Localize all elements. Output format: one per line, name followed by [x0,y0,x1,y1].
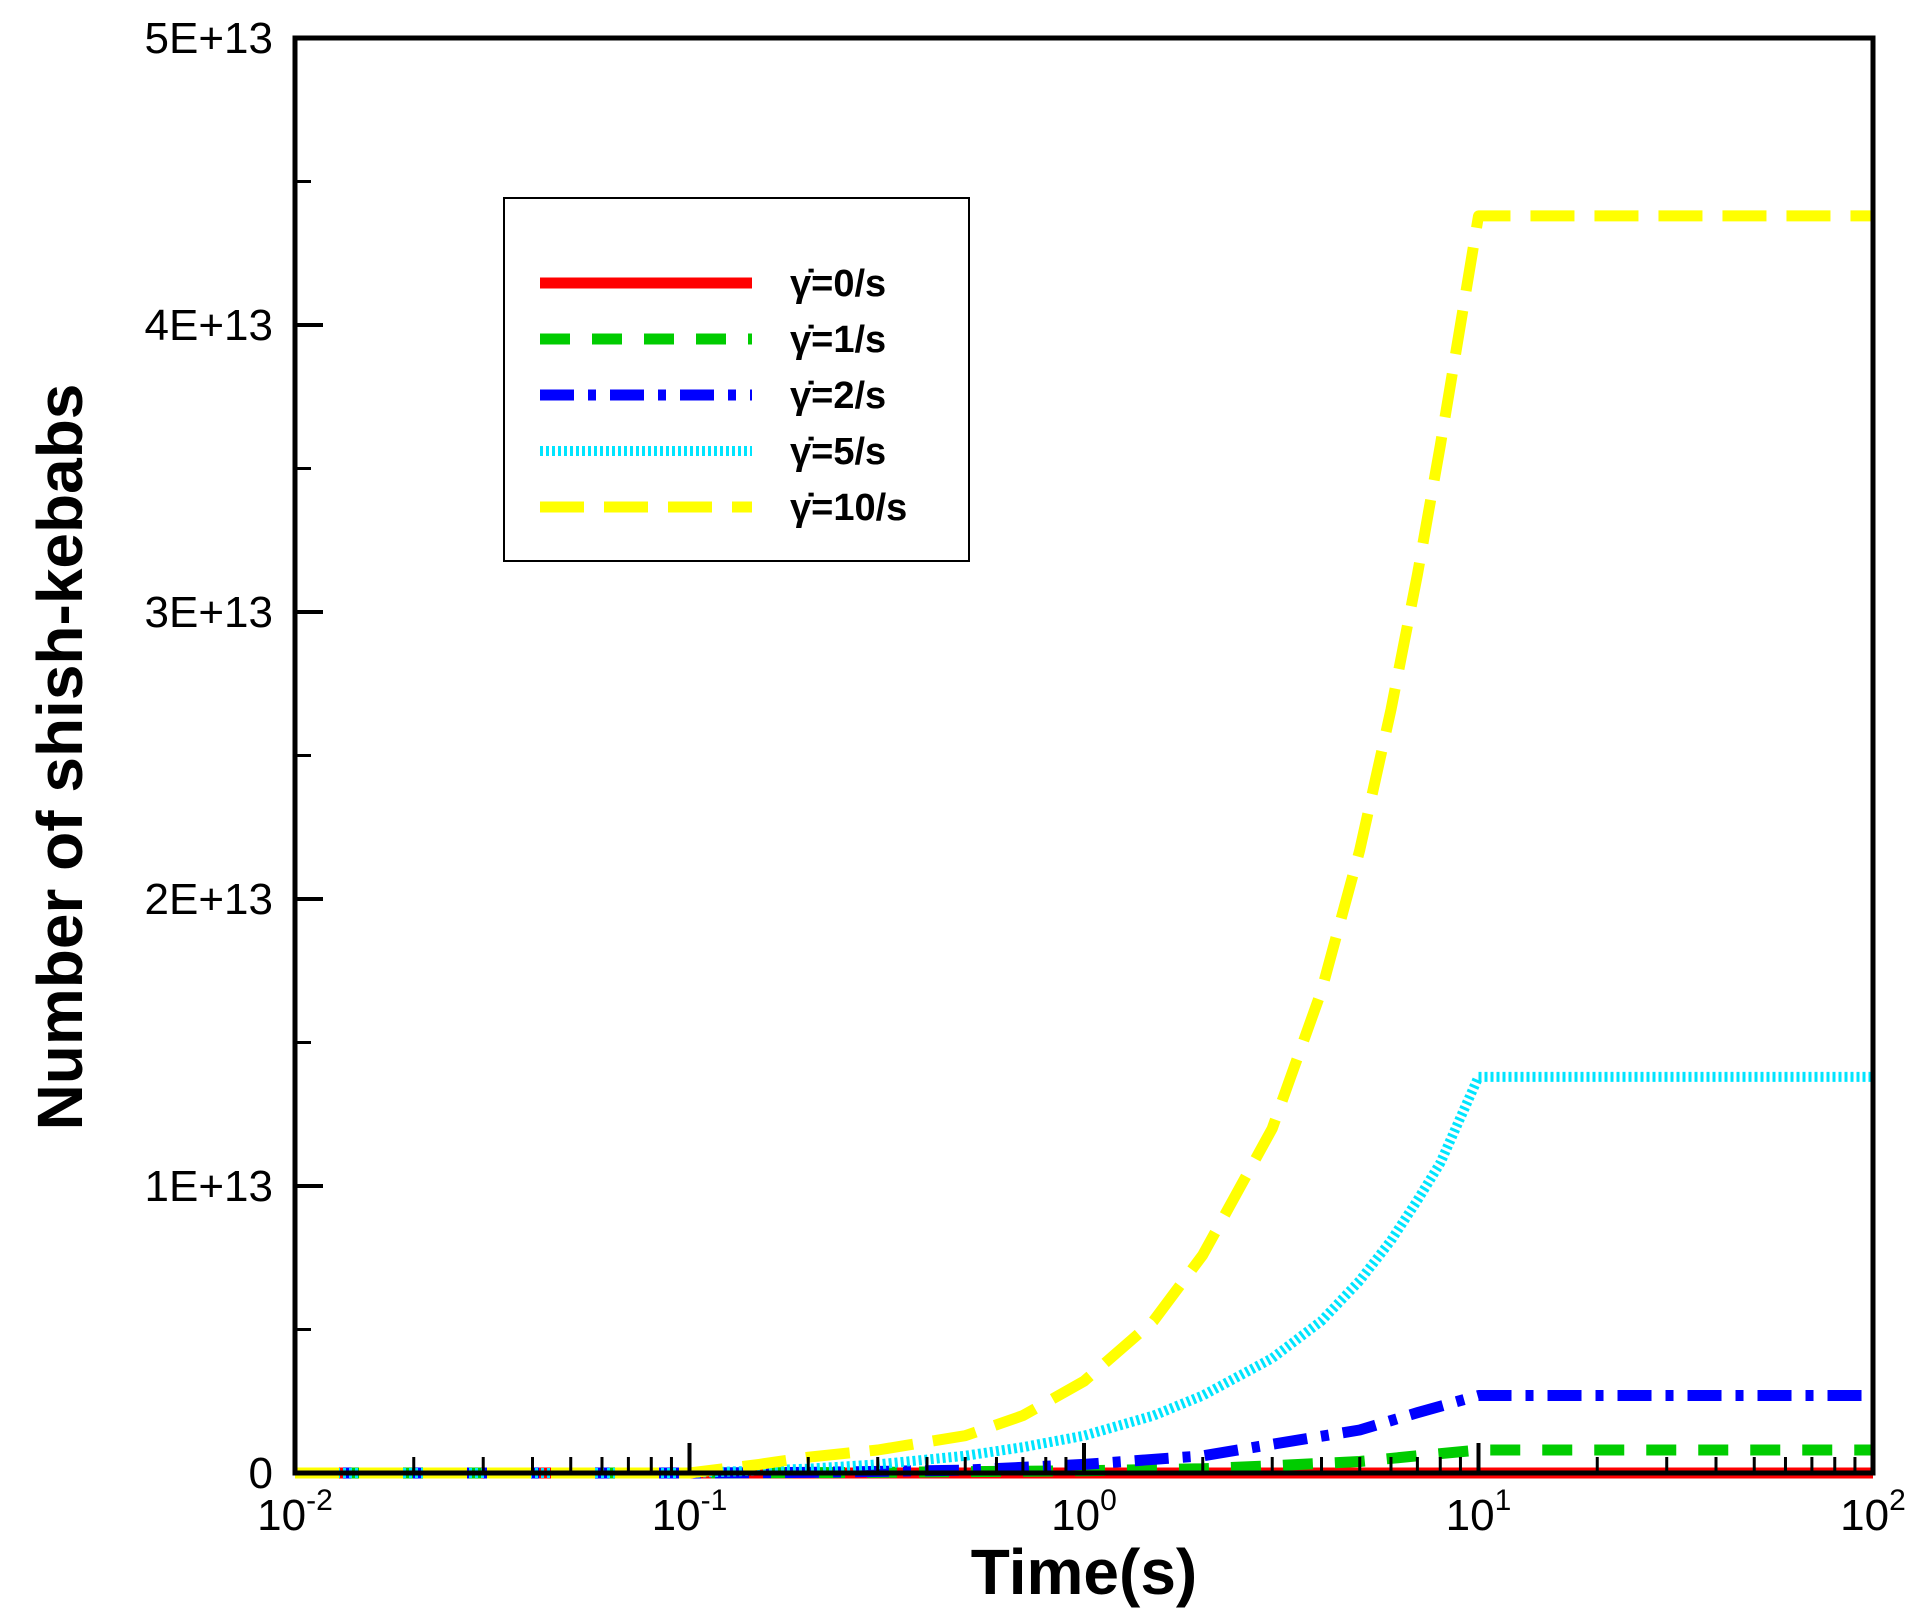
minor-ticks [295,180,1857,1473]
x-tick-label: 10-2 [257,1484,333,1540]
y-tick-label: 4E+13 [145,301,273,350]
y-axis-title: Number of shish-kebabs [24,384,96,1131]
legend: γ̇=0/s γ̇=1/s γ̇=2/s γ̇=5/s γ̇=10/s [503,197,970,562]
x-tick-label: 101 [1446,1484,1512,1540]
y-tick-label: 1E+13 [145,1162,273,1211]
x-axis-title: Time(s) [971,1536,1197,1608]
y-tick-labels: 0 1E+13 2E+13 3E+13 4E+13 5E+13 [145,14,273,1498]
y-tick-label: 2E+13 [145,875,273,924]
x-tick-label: 102 [1840,1484,1906,1540]
legend-items: γ̇=0/s γ̇=1/s γ̇=2/s γ̇=5/s γ̇=10/s [540,263,907,529]
y-tick-label: 0 [249,1449,273,1498]
y-tick-label: 5E+13 [145,14,273,63]
legend-label-1-s: γ̇=1/s [790,319,886,361]
legend-label-2-s: γ̇=2/s [790,375,886,417]
legend-label-10-s: γ̇=10/s [790,487,907,529]
x-tick-labels: 10-2 10-1 100 101 102 [257,1484,1906,1540]
x-tick-label: 100 [1051,1484,1117,1540]
y-tick-label: 3E+13 [145,588,273,637]
legend-box [503,197,970,562]
x-tick-label: 10-1 [652,1484,728,1540]
legend-label-0-s: γ̇=0/s [790,263,886,305]
series-line-5-s [295,1071,1873,1478]
legend-label-5-s: γ̇=5/s [790,431,886,473]
plot-frame [292,35,1876,1476]
